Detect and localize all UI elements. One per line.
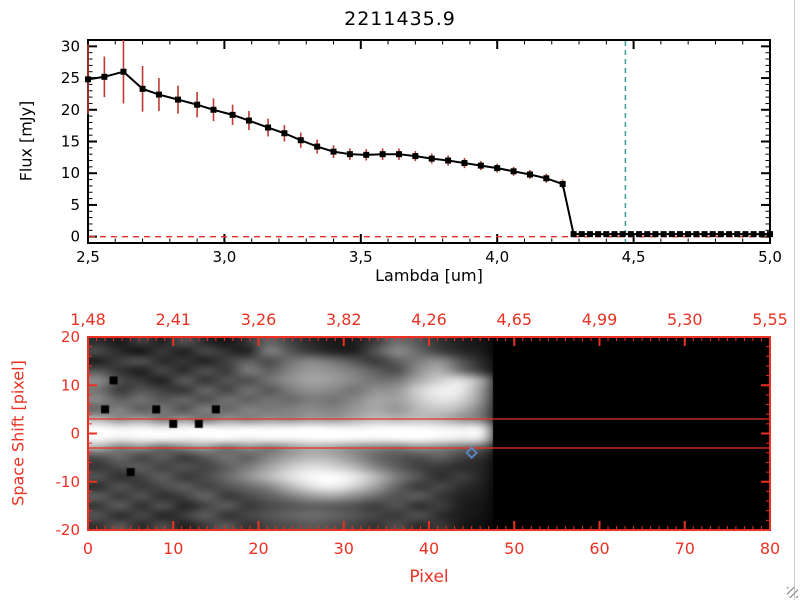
svg-text:25: 25 (61, 69, 80, 87)
svg-text:3,0: 3,0 (212, 248, 236, 266)
window-edge-line (794, 0, 795, 600)
svg-text:50: 50 (504, 539, 524, 558)
svg-text:0: 0 (83, 539, 93, 558)
plot-title: 2211435.9 (344, 8, 456, 30)
top-yaxis-label: Flux [mJy] (16, 100, 36, 182)
svg-text:0: 0 (70, 425, 80, 443)
svg-text:4,5: 4,5 (622, 248, 646, 266)
svg-text:3,26: 3,26 (241, 310, 277, 329)
svg-text:3,82: 3,82 (326, 310, 362, 329)
svg-text:20: 20 (61, 328, 80, 346)
window-resize-handle-icon[interactable] (787, 587, 798, 598)
svg-text:5,55: 5,55 (752, 310, 788, 329)
svg-text:4,0: 4,0 (485, 248, 509, 266)
svg-text:3,5: 3,5 (349, 248, 373, 266)
svg-text:5: 5 (70, 196, 80, 214)
svg-text:10: 10 (61, 164, 80, 182)
top-xaxis-label: Lambda [um] (375, 266, 483, 285)
svg-text:60: 60 (589, 539, 609, 558)
svg-text:1,48: 1,48 (70, 310, 106, 329)
svg-text:-10: -10 (56, 473, 81, 491)
svg-text:20: 20 (61, 101, 80, 119)
bottom-yaxis-label: Space Shift [pixel] (8, 360, 28, 506)
svg-text:0: 0 (70, 228, 80, 246)
svg-text:10: 10 (61, 376, 80, 394)
svg-text:4,99: 4,99 (582, 310, 618, 329)
svg-text:-20: -20 (56, 521, 81, 539)
svg-text:4,65: 4,65 (496, 310, 532, 329)
svg-text:30: 30 (61, 37, 80, 55)
svg-text:70: 70 (675, 539, 695, 558)
spectrogram-image (88, 337, 770, 530)
svg-text:5,0: 5,0 (758, 248, 782, 266)
svg-text:2,5: 2,5 (76, 248, 100, 266)
svg-text:80: 80 (760, 539, 780, 558)
bottom-xaxis-label: Pixel (409, 567, 449, 587)
svg-text:15: 15 (61, 133, 80, 151)
svg-text:5,30: 5,30 (667, 310, 703, 329)
svg-text:10: 10 (163, 539, 183, 558)
svg-text:40: 40 (419, 539, 439, 558)
svg-text:2,41: 2,41 (155, 310, 191, 329)
svg-text:4,26: 4,26 (411, 310, 447, 329)
svg-text:30: 30 (334, 539, 354, 558)
svg-text:20: 20 (248, 539, 268, 558)
